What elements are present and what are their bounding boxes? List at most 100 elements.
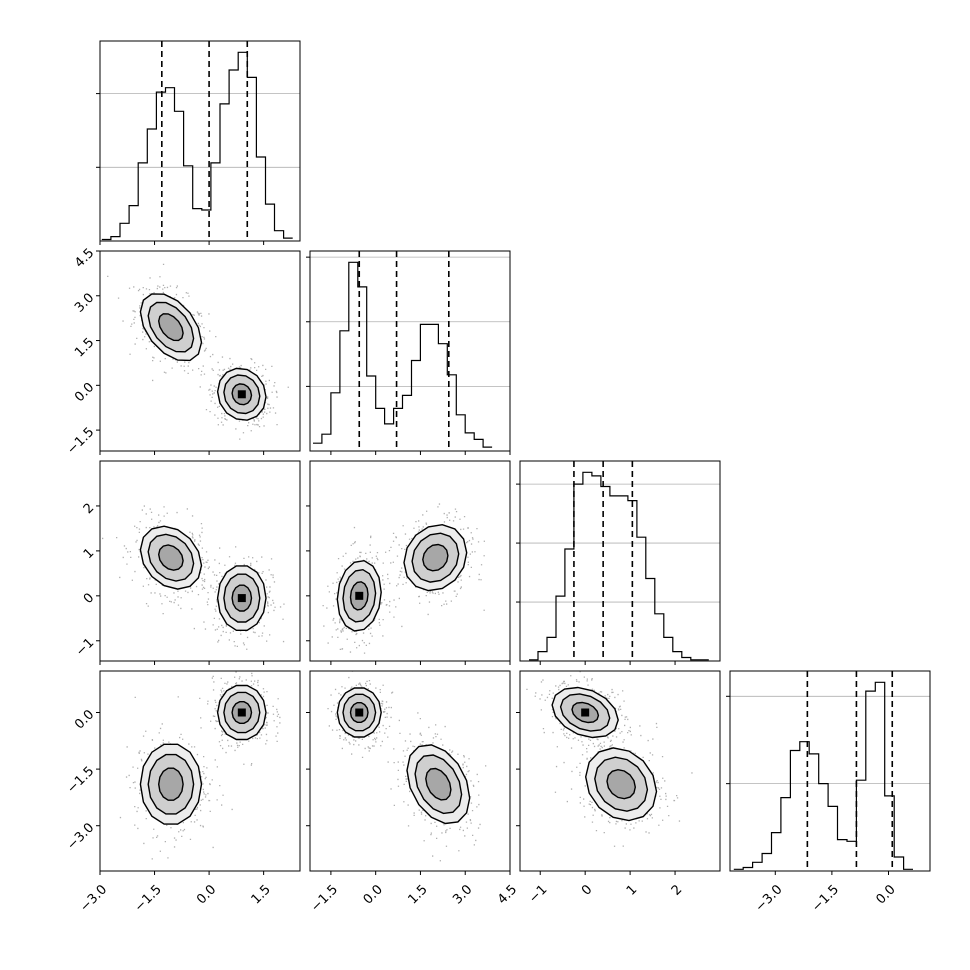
- histogram-panel-3: [726, 670, 931, 875]
- density-fill-inner: [158, 768, 184, 801]
- x-tick-label-0-2: 0.0: [194, 882, 219, 907]
- x-tick-label-2-2: 1: [624, 882, 640, 898]
- panel-frame: [99, 460, 301, 662]
- histogram-frame: [519, 460, 721, 662]
- density-peak: [581, 708, 590, 717]
- x-tick-label-0-0: −3.0: [77, 882, 110, 915]
- contour-level-2: [231, 383, 253, 406]
- y-tick-label-1-1: 0.0: [72, 380, 97, 405]
- y-tick-label-3-0: −3.0: [64, 820, 97, 853]
- y-tick-label-2-2: 1: [81, 546, 97, 562]
- contour-level-2: [422, 543, 449, 572]
- contour-level-0: [336, 559, 382, 632]
- density-peak: [355, 591, 364, 600]
- x-tick-label-2-3: 2: [669, 882, 685, 898]
- x-tick-label-1-4: 4.5: [495, 882, 520, 907]
- panel-content: [322, 503, 485, 654]
- density-fill-inner: [425, 768, 451, 800]
- density-panel-0-2: [96, 460, 301, 665]
- panel-content: [327, 671, 487, 862]
- contour-level-2: [571, 701, 600, 724]
- scatter-points: [107, 263, 289, 440]
- contour-level-0: [216, 367, 267, 421]
- x-tick-label-2-0: −1: [526, 882, 550, 906]
- x-tick-label-3-1: −1.5: [809, 882, 842, 915]
- contour-level-1: [342, 568, 377, 623]
- contour-level-0: [336, 687, 382, 738]
- contour-level-2: [606, 768, 637, 800]
- panel-frame: [99, 250, 301, 452]
- contour-level-1: [411, 532, 460, 583]
- histogram-panel-2: [516, 460, 721, 665]
- contour-level-1: [342, 693, 377, 732]
- panel-content: [102, 505, 285, 650]
- x-tick-label-1-3: 3.0: [450, 882, 475, 907]
- histogram-step-line: [733, 681, 913, 870]
- histogram-step-line: [313, 261, 493, 448]
- y-tick-label-1-2: 1.5: [72, 335, 97, 360]
- panel-frame: [309, 670, 511, 872]
- contour-level-2: [157, 313, 184, 342]
- density-peak: [237, 390, 246, 399]
- panel-content: [107, 263, 289, 440]
- contour-level-2: [157, 767, 184, 801]
- y-tick-label-1-3: 3.0: [72, 290, 97, 315]
- contour-level-1: [223, 573, 261, 623]
- x-tick-label-1-1: 0.0: [361, 882, 386, 907]
- panel-frame: [99, 670, 301, 872]
- contour-level-1: [147, 533, 195, 582]
- x-tick-label-1-2: 1.5: [405, 882, 430, 907]
- contour-level-1: [223, 374, 261, 415]
- y-tick-label-1-4: 4.5: [72, 246, 97, 271]
- contour-level-1: [414, 754, 463, 815]
- contour-level-0: [551, 686, 619, 739]
- contour-level-0: [406, 744, 471, 825]
- panel-content: [119, 671, 281, 860]
- histogram-frame: [309, 250, 511, 452]
- density-peak: [237, 594, 246, 603]
- density-panel-1-3: [306, 670, 511, 875]
- density-peak: [237, 708, 246, 717]
- x-tick-label-2-1: 0: [579, 882, 595, 898]
- contour-level-1: [223, 691, 261, 734]
- contour-level-0: [139, 293, 203, 362]
- contour-level-1: [559, 693, 611, 732]
- x-tick-label-1-0: −1.5: [308, 882, 341, 915]
- x-tick-label-0-1: −1.5: [132, 882, 165, 915]
- contour-level-1: [147, 301, 195, 353]
- density-fill-inner: [422, 544, 448, 571]
- contour-level-0: [139, 525, 203, 590]
- histogram-step-line: [529, 471, 709, 661]
- contour-level-2: [349, 581, 369, 611]
- density-peak: [355, 708, 364, 717]
- contour-level-0: [403, 523, 468, 592]
- density-panel-0-3: [96, 670, 301, 875]
- density-fill-inner: [607, 769, 636, 799]
- contour-level-1: [594, 756, 649, 812]
- contour-level-0: [584, 747, 658, 822]
- y-tick-label-3-2: 0.0: [72, 707, 97, 732]
- panel-content: [526, 671, 693, 847]
- contour-level-0: [139, 743, 203, 825]
- contour-level-0: [216, 565, 267, 631]
- density-panel-0-1: [96, 250, 301, 455]
- contour-level-2: [157, 544, 184, 571]
- density-fill-inner: [158, 545, 184, 571]
- density-panel-1-2: [306, 460, 511, 665]
- contour-level-2: [349, 702, 369, 723]
- histogram-frame: [729, 670, 931, 872]
- y-tick-label-3-1: −1.5: [64, 764, 97, 797]
- scatter-points: [102, 505, 285, 650]
- contour-level-2: [231, 701, 253, 724]
- histogram-panel-0: [96, 40, 301, 245]
- contour-level-2: [425, 767, 452, 801]
- panel-frame: [519, 670, 721, 872]
- histogram-frame: [99, 40, 301, 242]
- panel-frame: [309, 460, 511, 662]
- y-tick-label-2-3: 2: [81, 501, 97, 517]
- x-tick-label-3-2: 0.0: [873, 882, 898, 907]
- x-tick-label-3-0: −3.0: [753, 882, 786, 915]
- x-tick-label-0-3: 1.5: [249, 882, 274, 907]
- contour-level-1: [147, 753, 195, 815]
